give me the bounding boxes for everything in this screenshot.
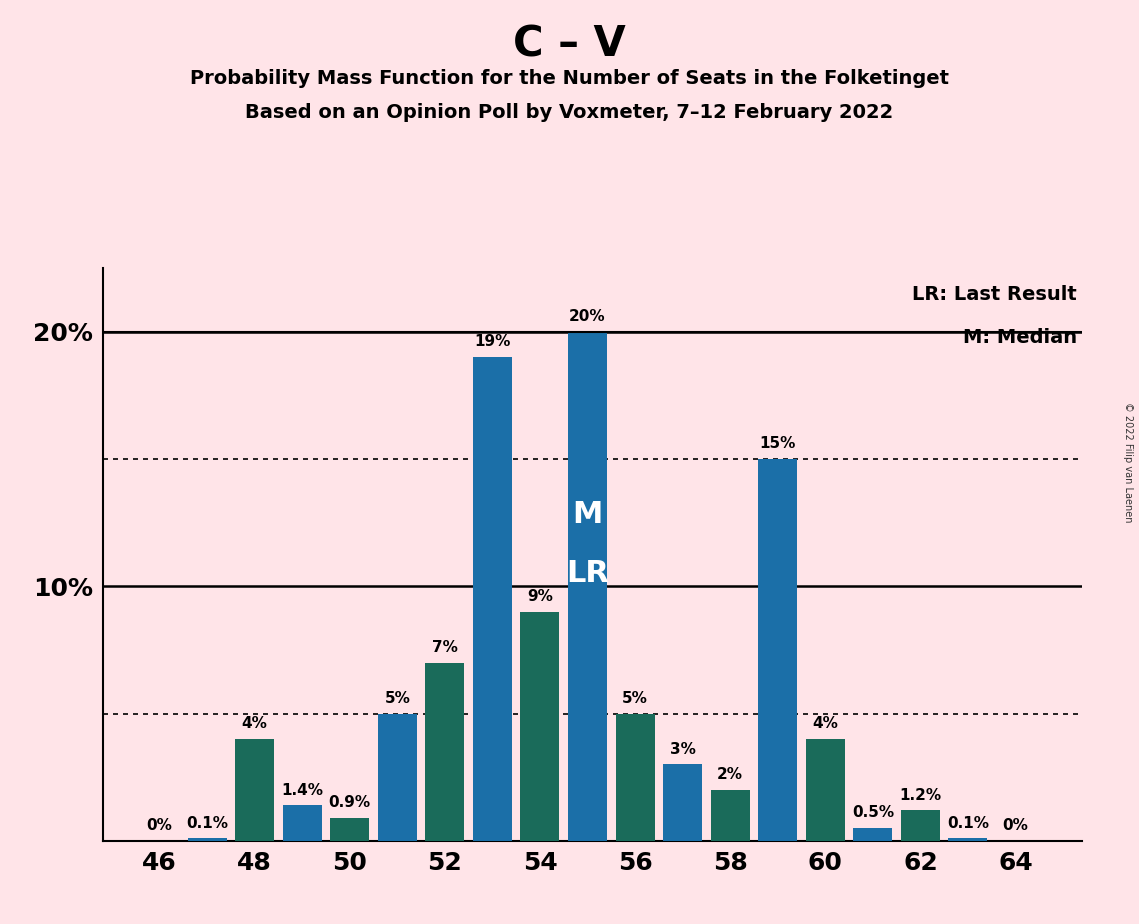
- Text: 9%: 9%: [527, 589, 552, 604]
- Bar: [378, 713, 417, 841]
- Text: LR: Last Result: LR: Last Result: [912, 286, 1077, 304]
- Bar: [759, 459, 797, 841]
- Text: 3%: 3%: [670, 742, 696, 757]
- Text: C – V: C – V: [514, 23, 625, 65]
- Text: LR: LR: [566, 559, 609, 588]
- Text: 0.1%: 0.1%: [186, 816, 228, 831]
- Text: 19%: 19%: [474, 334, 510, 349]
- Bar: [853, 828, 892, 841]
- Text: 1.2%: 1.2%: [900, 787, 942, 803]
- Bar: [615, 713, 655, 841]
- Text: Based on an Opinion Poll by Voxmeter, 7–12 February 2022: Based on an Opinion Poll by Voxmeter, 7–…: [245, 103, 894, 123]
- Bar: [663, 764, 702, 841]
- Bar: [235, 739, 274, 841]
- Text: 4%: 4%: [241, 716, 268, 732]
- Text: 0.9%: 0.9%: [329, 796, 371, 810]
- Text: 20%: 20%: [570, 309, 606, 324]
- Text: 0.1%: 0.1%: [947, 816, 989, 831]
- Text: 4%: 4%: [812, 716, 838, 732]
- Text: 5%: 5%: [622, 691, 648, 706]
- Text: Probability Mass Function for the Number of Seats in the Folketinget: Probability Mass Function for the Number…: [190, 69, 949, 89]
- Bar: [521, 612, 559, 841]
- Bar: [282, 805, 321, 841]
- Text: M: Median: M: Median: [964, 328, 1077, 347]
- Bar: [805, 739, 845, 841]
- Text: 0%: 0%: [147, 818, 172, 833]
- Text: M: M: [572, 501, 603, 529]
- Text: 1.4%: 1.4%: [281, 783, 323, 797]
- Bar: [425, 663, 465, 841]
- Bar: [568, 332, 607, 841]
- Text: 0%: 0%: [1002, 818, 1029, 833]
- Text: 2%: 2%: [718, 767, 743, 783]
- Text: 7%: 7%: [432, 640, 458, 655]
- Bar: [949, 838, 988, 841]
- Text: 5%: 5%: [384, 691, 410, 706]
- Text: 15%: 15%: [760, 436, 796, 451]
- Bar: [330, 818, 369, 841]
- Bar: [711, 790, 749, 841]
- Bar: [901, 810, 940, 841]
- Text: 0.5%: 0.5%: [852, 806, 894, 821]
- Bar: [473, 357, 511, 841]
- Bar: [188, 838, 227, 841]
- Text: © 2022 Filip van Laenen: © 2022 Filip van Laenen: [1123, 402, 1133, 522]
